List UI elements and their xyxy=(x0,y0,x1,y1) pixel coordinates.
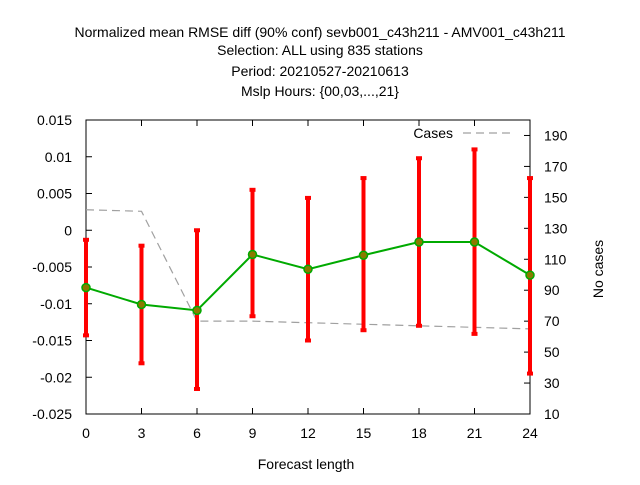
chart-legend: Cases xyxy=(413,125,513,141)
title-line-2: Selection: ALL using 835 stations xyxy=(217,42,423,58)
y2-tick-label: 70 xyxy=(544,313,560,329)
y-tick-label: 0.015 xyxy=(37,112,72,128)
title-line-3: Period: 20210527-20210613 xyxy=(231,63,409,79)
x-tick-label: 18 xyxy=(411,425,427,441)
data-point xyxy=(81,282,91,293)
data-point xyxy=(136,299,147,310)
x-tick-label: 3 xyxy=(138,425,146,441)
x-axis-label: Forecast length xyxy=(258,456,355,472)
title-line-1: Normalized mean RMSE diff (90% conf) sev… xyxy=(74,24,565,40)
data-point xyxy=(247,249,258,260)
x-tick-label: 12 xyxy=(300,425,316,441)
data-point xyxy=(303,264,313,274)
x-tick-label: 0 xyxy=(82,425,90,441)
chart-title: Normalized mean RMSE diff (90% conf) sev… xyxy=(74,24,565,99)
data-point xyxy=(192,305,202,316)
data-point xyxy=(525,270,535,280)
data-point xyxy=(469,237,480,247)
y-tick-label: 0.005 xyxy=(37,186,72,202)
y-tick-label: 0.01 xyxy=(45,149,72,165)
y-tick-label: -0.005 xyxy=(32,259,72,275)
y-tick-label: -0.01 xyxy=(40,296,72,312)
y2-tick-label: 50 xyxy=(544,344,560,360)
y2-tick-label: 170 xyxy=(544,158,568,174)
x-tick-label: 15 xyxy=(356,425,372,441)
y2-axis-label: No cases xyxy=(590,240,606,298)
y2-tick-label: 10 xyxy=(544,406,560,422)
y2-tick-label: 110 xyxy=(544,251,567,267)
y2-tick-label: 130 xyxy=(544,220,568,236)
y2-tick-label: 190 xyxy=(544,127,568,143)
y-tick-label: -0.015 xyxy=(32,333,72,349)
y-tick-label: -0.02 xyxy=(40,369,72,385)
y-tick-label: -0.025 xyxy=(32,406,72,422)
x-tick-label: 6 xyxy=(193,425,201,441)
data-point xyxy=(358,250,369,260)
y2-tick-label: 150 xyxy=(544,189,568,205)
x-tick-label: 21 xyxy=(467,425,483,441)
y2-tick-label: 30 xyxy=(544,375,560,391)
x-tick-label: 9 xyxy=(249,425,257,441)
legend-label-cases: Cases xyxy=(413,125,453,141)
title-line-4: Mslp Hours: {00,03,...,21} xyxy=(241,83,399,99)
y-tick-label: 0 xyxy=(64,222,72,238)
x-tick-label: 24 xyxy=(522,425,538,441)
data-point xyxy=(414,237,424,247)
plot-area: 0 3 6 9 12 15 18 21 24 0.015 0.01 0.005 0 -0.005 -0.01… xyxy=(32,112,567,441)
y2-tick-label: 90 xyxy=(544,282,560,298)
